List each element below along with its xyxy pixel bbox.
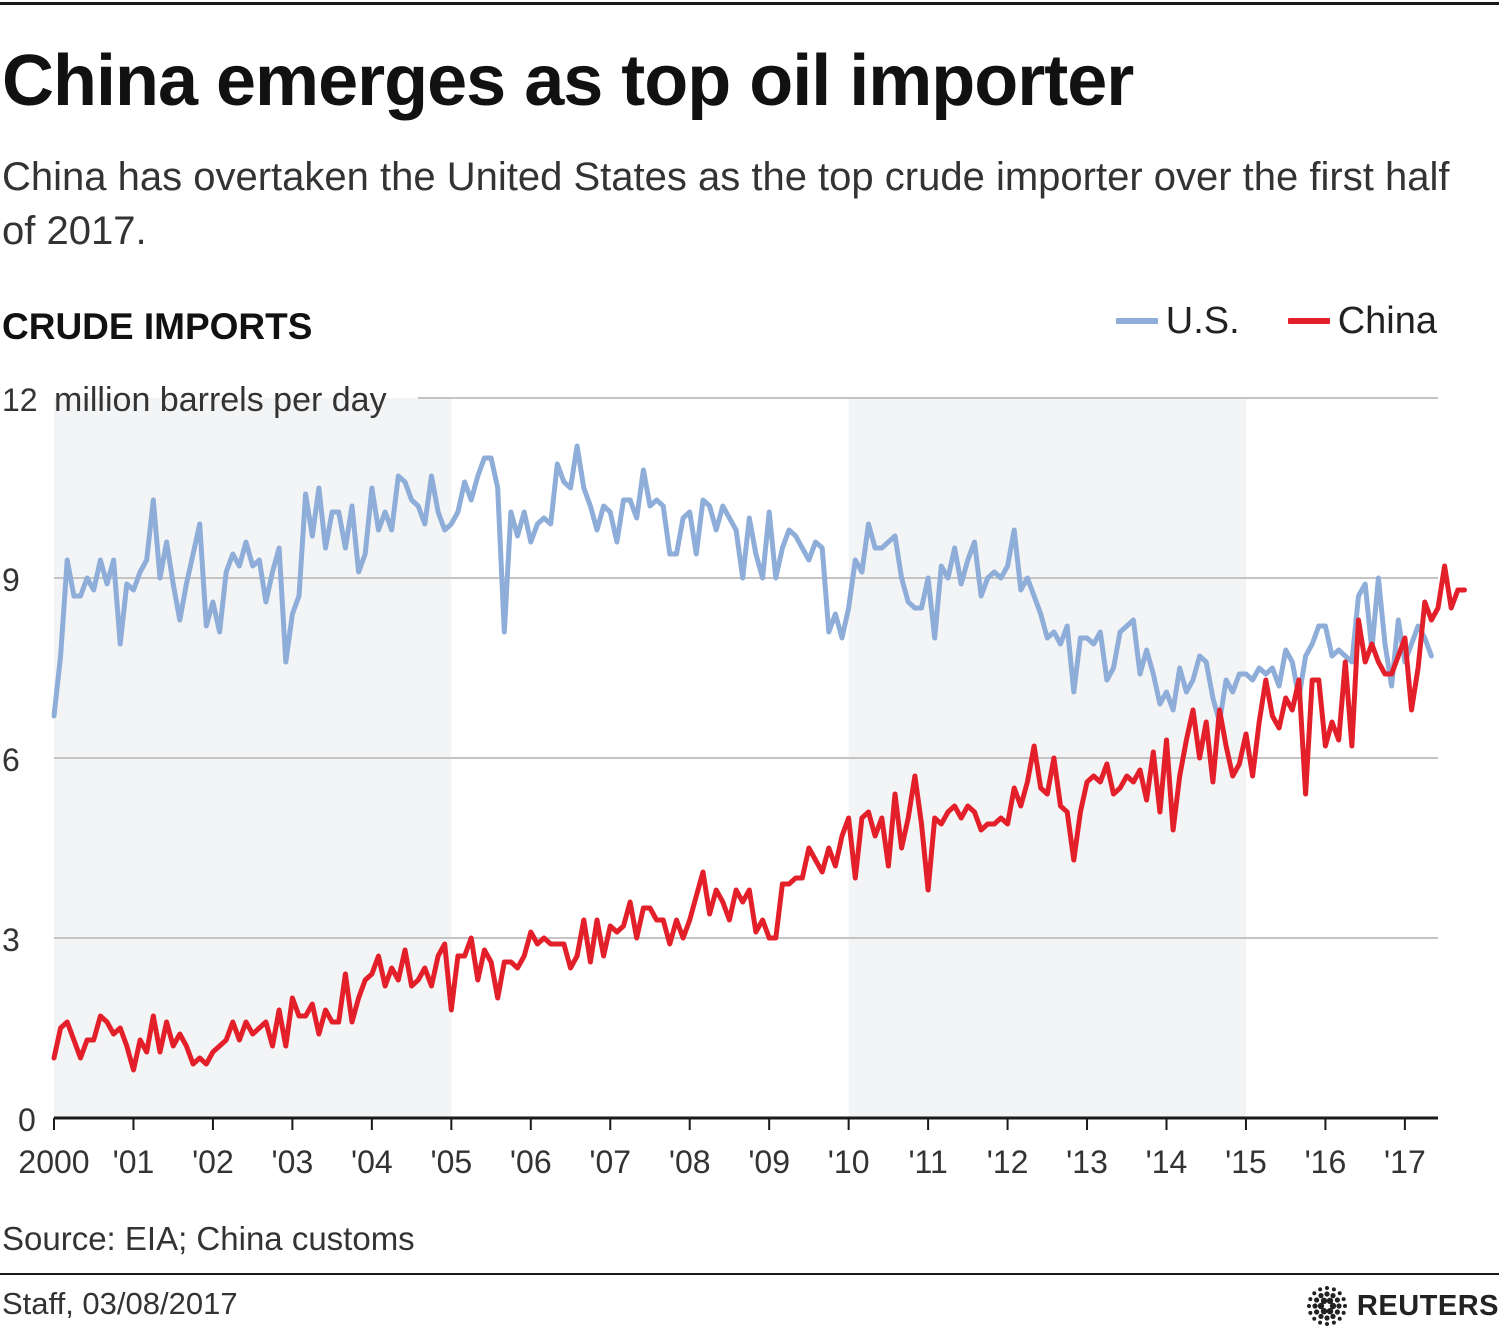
x-tick-label-2003: '03 (272, 1144, 314, 1180)
logo-dot-26 (1306, 1304, 1311, 1308)
logo-dot-10 (1318, 1313, 1324, 1319)
logo-dot-15 (1324, 1291, 1330, 1297)
legend-swatch-china (1287, 318, 1330, 324)
page-subtitle: China has overtaken the United States as… (2, 155, 1450, 253)
x-tick-label-2013: '13 (1066, 1144, 1108, 1180)
logo-dot-5 (1326, 1297, 1334, 1304)
x-tick-label-2006: '06 (510, 1144, 552, 1180)
chart-section-label: CRUDE IMPORTS (2, 306, 313, 347)
logo-dot-29 (1318, 1287, 1323, 1292)
logo-dot-2 (1320, 1308, 1328, 1315)
logo-dot-17 (1334, 1297, 1340, 1303)
y-tick-label-3: 3 (2, 922, 20, 958)
logo-dot-6 (1336, 1303, 1342, 1309)
logo-dot-30 (1324, 1286, 1329, 1290)
y-unit-label: million barrels per day (54, 381, 387, 419)
logo-dot-16 (1330, 1293, 1336, 1299)
logo-dot-20 (1337, 1316, 1342, 1321)
logo-dot-0 (1329, 1302, 1337, 1310)
top-rule (0, 2, 1499, 5)
logo-dot-28 (1312, 1291, 1317, 1296)
logo-dot-14 (1318, 1293, 1324, 1299)
logo-dot-4 (1320, 1297, 1328, 1304)
x-tick-label-2016: '16 (1305, 1144, 1347, 1180)
reuters-wordmark: REUTERS (1356, 1289, 1499, 1322)
series-line-us (51, 443, 1434, 725)
x-tick-label-2014: '14 (1146, 1144, 1188, 1180)
logo-dot-19 (1341, 1310, 1346, 1315)
logo-dot-13 (1313, 1297, 1320, 1303)
reuters-logo: REUTERS (1305, 1284, 1499, 1328)
logo-dot-18 (1342, 1304, 1347, 1308)
logo-dot-8 (1330, 1313, 1336, 1319)
logo-dot-1 (1326, 1308, 1334, 1315)
legend-label-us: U.S. (1165, 300, 1240, 342)
legend-item-us: U.S. (1115, 296, 1240, 346)
x-tick-label-2005: '05 (430, 1144, 472, 1180)
series-line-china (51, 563, 1467, 1073)
legend-item-china: China (1287, 296, 1437, 346)
logo-dot-27 (1308, 1297, 1313, 1302)
legend-swatch-us (1115, 318, 1158, 324)
bottom-rule (0, 1273, 1499, 1275)
line-chart: 3 6 9 12 0 million barrels per day 2000 '01 '02 '… (2, 381, 1467, 1180)
logo-dot-7 (1334, 1309, 1340, 1315)
logo-dot-11 (1313, 1309, 1320, 1315)
x-tick-label-2010: '10 (828, 1144, 870, 1180)
reuters-dots-icon (1306, 1286, 1347, 1326)
logo-dot-24 (1312, 1316, 1317, 1321)
y-tick-label-0: 0 (18, 1102, 36, 1138)
x-tick-label-2015: '15 (1225, 1144, 1267, 1180)
x-tick-label-2008: '08 (669, 1144, 711, 1180)
logo-dot-25 (1308, 1310, 1313, 1315)
logo-dot-32 (1337, 1291, 1342, 1296)
x-tick-label-2012: '12 (987, 1144, 1029, 1180)
x-tick-label-2009: '09 (748, 1144, 790, 1180)
x-tick-label-2017: '17 (1384, 1144, 1426, 1180)
y-tick-label-12: 12 (2, 382, 38, 418)
logo-dot-21 (1331, 1320, 1336, 1325)
x-tick-label-2007: '07 (589, 1144, 631, 1180)
x-tick-label-2011: '11 (908, 1144, 947, 1180)
logo-dot-33 (1341, 1297, 1346, 1302)
x-tick-label-2001: '01 (113, 1144, 155, 1180)
x-tick-label-2000: 2000 (18, 1144, 89, 1180)
logo-dot-3 (1317, 1302, 1325, 1310)
legend-label-china: China (1337, 300, 1437, 342)
chart-legend: U.S. China (1068, 296, 1437, 346)
x-tick-label-2004: '04 (351, 1144, 393, 1180)
page-title: China emerges as top oil importer (2, 41, 1134, 121)
logo-dot-23 (1318, 1320, 1323, 1325)
logo-dot-12 (1312, 1303, 1318, 1309)
x-tick-label-2002: '02 (192, 1144, 234, 1180)
y-tick-label-6: 6 (2, 742, 20, 778)
source-note: Source: EIA; China customs (2, 1220, 415, 1257)
logo-dot-22 (1324, 1322, 1329, 1326)
footer-credit: Staff, 03/08/2017 (2, 1286, 238, 1321)
logo-dot-9 (1324, 1315, 1330, 1321)
logo-dot-31 (1331, 1287, 1336, 1292)
y-tick-label-9: 9 (2, 562, 20, 598)
